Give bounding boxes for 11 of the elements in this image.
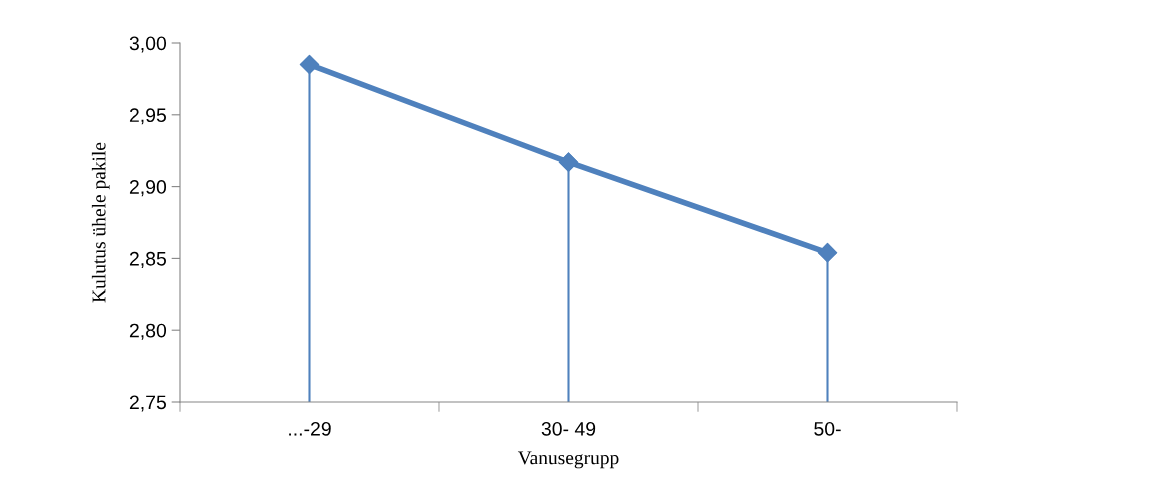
x-tick-label: 50- [814, 421, 841, 436]
x-tick-label: ...-29 [289, 421, 331, 436]
y-tick-label: 2,75 [129, 395, 166, 412]
y-tick-label: 2,85 [129, 251, 166, 268]
y-tick-label: 2,95 [129, 108, 166, 125]
x-axis-title: Vanusegrupp [517, 451, 619, 469]
x-tick-label: 30- 49 [541, 421, 596, 436]
y-tick-label: 2,90 [129, 180, 167, 197]
y-tick-label: 2,80 [129, 323, 167, 340]
y-axis-title: Kulutus ühele pakile [91, 142, 110, 303]
y-tick-label: 3,00 [129, 36, 167, 53]
